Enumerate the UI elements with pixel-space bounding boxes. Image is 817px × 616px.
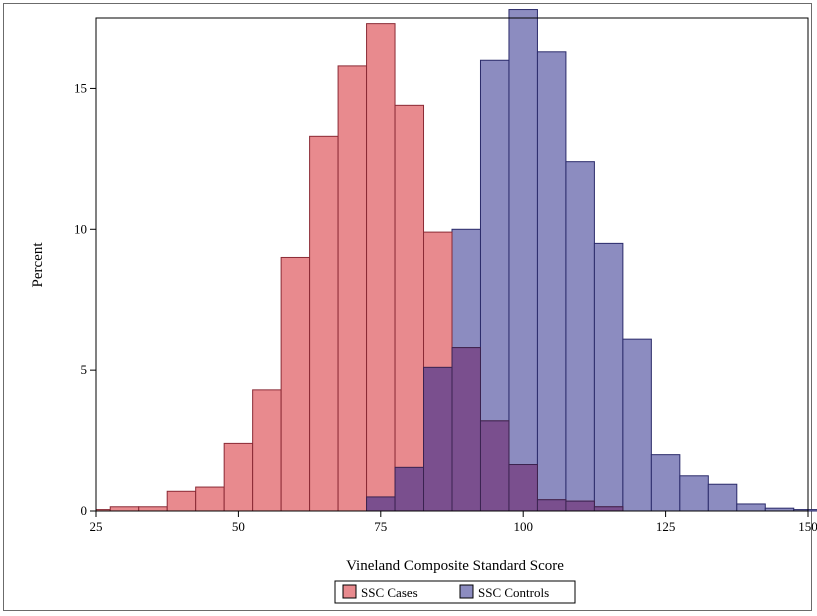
bar-ssc-cases-9: [337, 65, 368, 512]
x-tick-label: 50: [232, 519, 245, 534]
x-tick-label: 100: [513, 519, 533, 534]
x-tick-label: 25: [90, 519, 103, 534]
bar-ssc-cases-1: [109, 506, 140, 512]
bars-layer: [95, 9, 817, 512]
bar-ssc-controls-12: [707, 483, 738, 512]
bar-ssc-cases-5: [223, 442, 254, 512]
bar-ssc-cases-11: [394, 104, 425, 512]
bar-overlap-10: [366, 496, 396, 512]
bar-ssc-controls-9: [622, 338, 652, 512]
y-tick-label: 15: [74, 80, 87, 95]
bar-overlap-17: [565, 500, 595, 512]
legend-box: [334, 580, 576, 604]
x-tick-label: 125: [656, 519, 676, 534]
bar-overlap-18: [593, 506, 624, 512]
plot-area-border: [95, 17, 809, 512]
bar-ssc-controls-11: [679, 475, 709, 512]
bar-ssc-cases-4: [195, 486, 225, 512]
bar-ssc-cases-10: [366, 23, 396, 512]
bar-ssc-cases-2: [138, 506, 168, 512]
x-tick-label: 75: [374, 519, 387, 534]
bar-overlap-12: [423, 366, 453, 512]
bar-overlap-14: [479, 420, 510, 512]
x-tick-label: 150: [798, 519, 817, 534]
legend-label-ssc-cases: SSC Cases: [361, 585, 418, 600]
bar-overlap-15: [508, 464, 538, 512]
bar-ssc-cases-7: [280, 256, 311, 512]
bar-ssc-controls-13: [736, 503, 766, 512]
bar-overlap-13: [451, 347, 481, 512]
bar-overlap-11: [394, 466, 425, 512]
x-axis-title: Vineland Composite Standard Score: [346, 558, 564, 574]
chart-frame: [3, 3, 812, 611]
y-tick-label: 10: [74, 221, 87, 236]
bar-ssc-cases-8: [309, 135, 339, 512]
legend-swatch-ssc-cases: [342, 584, 357, 599]
bar-ssc-controls-7: [565, 161, 595, 512]
bar-ssc-controls-10: [650, 454, 681, 512]
bar-ssc-controls-5: [508, 9, 538, 512]
ticks-layer: 25 50 75 100 125 150 0 5 10 15: [74, 80, 817, 534]
y-axis-title: Percent: [30, 242, 46, 288]
bar-ssc-cases-3: [166, 490, 197, 512]
legend-swatch-ssc-controls: [459, 584, 474, 599]
bar-ssc-controls-6: [536, 51, 567, 512]
y-tick-label: 5: [81, 362, 88, 377]
legend-label-ssc-controls: SSC Controls: [478, 585, 549, 600]
bar-overlap-16: [536, 499, 567, 512]
bar-ssc-controls-8: [593, 242, 624, 512]
y-tick-label: 0: [81, 503, 88, 518]
bar-ssc-cases-6: [252, 389, 282, 512]
legend: SSC Cases SSC Controls: [334, 580, 576, 604]
